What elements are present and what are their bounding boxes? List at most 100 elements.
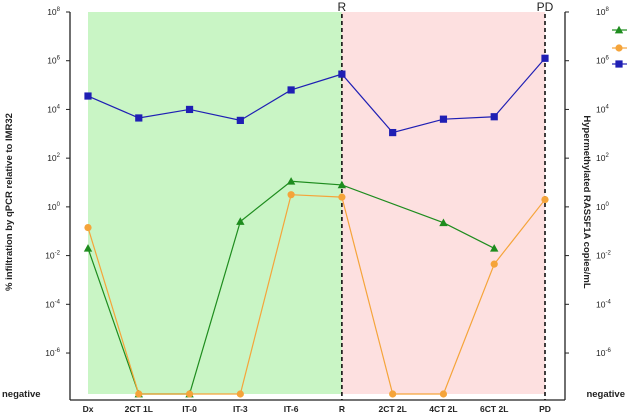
- legend-marker-green: [614, 25, 624, 34]
- left-tick-exp: 8: [57, 7, 61, 13]
- data-point-orange: [338, 193, 346, 201]
- right-tick-exp: -6: [605, 348, 611, 354]
- left-tick-label: 10-4: [45, 299, 60, 309]
- right-axis-title: Hypermethylated RASSF1A copies/mL: [581, 115, 592, 289]
- left-tick-exp: 2: [57, 153, 61, 159]
- right-tick-exp: -4: [605, 299, 611, 305]
- right-tick-base: 10: [596, 153, 606, 163]
- left-tick-label: 108: [47, 7, 60, 17]
- data-point-orange: [236, 390, 244, 398]
- right-tick-base: 10: [596, 299, 606, 309]
- data-point-orange: [287, 191, 295, 199]
- x-tick-label: IT-3: [233, 404, 248, 413]
- left-tick-base: 10: [47, 104, 57, 114]
- right-tick-label: 10-4: [596, 299, 611, 309]
- left-tick-exp: -6: [55, 348, 61, 354]
- data-point-green: [236, 217, 245, 225]
- series-line-orange: [87, 194, 546, 395]
- left-tick-label: 100: [47, 202, 60, 212]
- data-point-orange: [135, 390, 143, 398]
- series-line-blue: [87, 57, 546, 134]
- x-tick-label: 2CT 1L: [125, 404, 153, 413]
- data-point-orange: [185, 390, 194, 398]
- left-tick-exp: -4: [55, 299, 61, 305]
- data-point-blue: [490, 113, 498, 121]
- data-point-blue: [135, 114, 143, 122]
- left-tick-label: 102: [47, 153, 60, 163]
- data-point-green: [337, 180, 347, 189]
- right-tick-exp: 2: [605, 153, 609, 159]
- x-tick-label: R: [339, 404, 345, 413]
- right-tick-base: 10: [596, 202, 606, 212]
- data-point-blue: [338, 70, 346, 78]
- left-tick-base: 10: [45, 348, 55, 358]
- left-tick-label: 106: [47, 56, 60, 66]
- right-tick-label: 102: [596, 153, 609, 163]
- left-axis-title: % infiltration by qPCR relative to IMR32: [4, 113, 15, 291]
- data-point-blue: [389, 128, 397, 137]
- right-tick-exp: 0: [605, 202, 609, 208]
- right-tick-exp: -2: [605, 251, 611, 257]
- legend: [612, 25, 627, 68]
- right-tick-base: 10: [596, 56, 606, 66]
- legend-marker-blue: [615, 60, 623, 68]
- right-tick-label: 100: [596, 202, 609, 212]
- data-point-green: [490, 244, 499, 252]
- right-tick-exp: 4: [605, 104, 609, 110]
- axis-labels: negative negative % infiltration by qPCR r…: [2, 113, 625, 413]
- right-tick-exp: 6: [605, 56, 609, 62]
- shaded-regions: [88, 12, 545, 394]
- vertical-marker-label: R: [338, 0, 347, 14]
- right-tick-label: 108: [596, 7, 609, 17]
- data-point-orange: [389, 390, 397, 398]
- data-point-orange: [84, 223, 92, 232]
- right-tick-base: 10: [596, 104, 606, 114]
- series-blue: [84, 54, 549, 137]
- right-tick-base: 10: [596, 348, 606, 358]
- left-negative-label: negative: [2, 389, 41, 400]
- right-tick-label: 106: [596, 56, 609, 66]
- series-group: [83, 54, 549, 398]
- x-tick-label: Dx: [83, 404, 94, 413]
- series-orange: [84, 191, 549, 398]
- left-tick-base: 10: [47, 56, 57, 66]
- data-point-green: [286, 177, 296, 185]
- left-tick-exp: -2: [55, 251, 61, 257]
- left-tick-base: 10: [45, 251, 55, 261]
- x-tick-label: 2CT 2L: [378, 404, 406, 413]
- left-tick-exp: 4: [57, 104, 61, 110]
- data-point-orange: [541, 195, 549, 204]
- data-point-blue: [439, 115, 448, 123]
- data-point-blue: [84, 92, 92, 100]
- left-tick-base: 10: [47, 202, 57, 212]
- data-point-green: [439, 218, 448, 227]
- left-tick-label: 104: [47, 104, 60, 114]
- left-tick-exp: 0: [57, 202, 61, 208]
- data-point-blue: [236, 116, 244, 124]
- vertical-marker-label: PD: [537, 0, 554, 14]
- x-tick-label: IT-0: [182, 404, 197, 413]
- left-tick-base: 10: [45, 299, 55, 309]
- axes: 10810610410210010-210-410-61081061041021…: [45, 7, 611, 401]
- left-tick-label: 10-6: [45, 348, 60, 358]
- left-tick-base: 10: [47, 7, 57, 17]
- data-point-orange: [490, 260, 498, 268]
- data-point-orange: [439, 390, 448, 398]
- right-tick-exp: 8: [605, 7, 609, 13]
- right-tick-base: 10: [596, 7, 606, 17]
- x-tick-label: 6CT 2L: [480, 404, 508, 413]
- right-negative-label: negative: [586, 389, 625, 400]
- legend-marker-orange: [615, 44, 623, 52]
- data-point-blue: [185, 105, 194, 114]
- data-point-blue: [541, 54, 549, 62]
- x-tick-label: 4CT 2L: [429, 404, 457, 413]
- left-tick-base: 10: [47, 153, 57, 163]
- left-tick-exp: 6: [57, 56, 61, 62]
- right-tick-label: 10-2: [596, 251, 611, 261]
- data-point-green: [83, 244, 93, 252]
- shaded-region-1: [341, 12, 545, 394]
- x-tick-label: PD: [539, 404, 551, 413]
- x-tick-label: IT-6: [284, 404, 299, 413]
